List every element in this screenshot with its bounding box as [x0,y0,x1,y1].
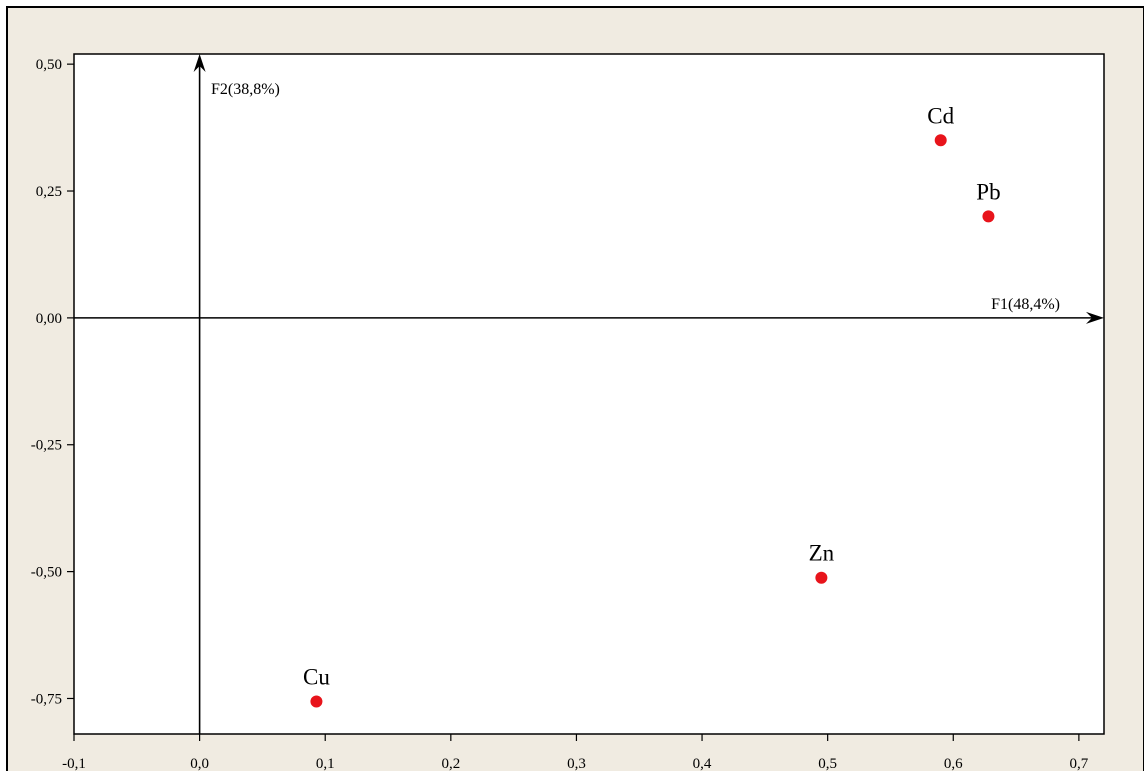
x-tick-label: 0,5 [818,756,837,771]
x-tick-label: 0,7 [1070,756,1089,771]
y-tick-label: 0,50 [36,57,62,73]
plot-area [73,53,1105,735]
f1-axis-label: F1(48,4%) [991,296,1060,313]
x-tick-label: 0,2 [441,756,460,771]
point-label-cu: Cu [303,665,330,690]
y-tick-label: 0,25 [36,184,62,200]
data-points: Cd Pb Zn Cu [303,103,1001,708]
point-zn [815,571,828,584]
point-cd [934,134,947,147]
x-tick-label: 0,1 [316,756,335,771]
y-axis-ticks: 0,50 0,25 0,00 -0,25 -0,50 -0,75 [31,57,74,707]
y-tick-label: -0,50 [31,565,62,581]
x-tick-label: -0,1 [62,756,86,771]
x-axis-ticks: -0,1 0,0 0,1 0,2 0,3 0,4 0,5 0,6 0,7 [62,734,1089,772]
point-label-cd: Cd [927,103,954,128]
point-label-zn: Zn [809,541,835,566]
x-tick-label: 0,6 [944,756,963,771]
y-tick-label: -0,25 [31,438,62,454]
point-pb [982,210,995,223]
y-tick-label: 0,00 [36,311,62,327]
y-tick-label: -0,75 [31,691,62,707]
f1-arrowhead [1086,311,1104,324]
f2-arrowhead [193,54,206,72]
x-tick-label: 0,0 [190,756,209,771]
f2-axis-label: F2(38,8%) [211,81,280,98]
point-cu [310,695,323,708]
point-label-pb: Pb [976,179,1000,204]
x-tick-label: 0,4 [693,756,712,771]
factor-axes [74,54,1104,734]
x-tick-label: 0,3 [567,756,586,771]
